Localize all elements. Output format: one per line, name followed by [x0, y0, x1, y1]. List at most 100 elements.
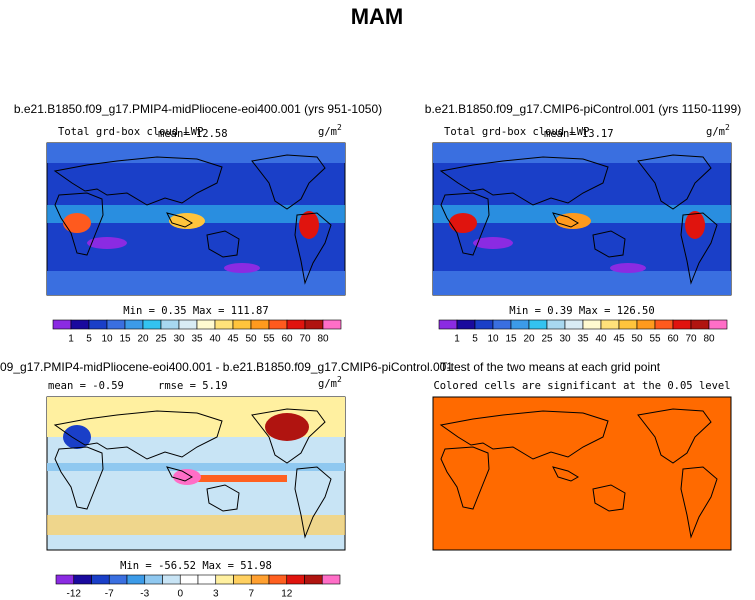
colorbar-label: 5: [86, 334, 92, 345]
field: [299, 211, 319, 239]
panel-case: b.e21.B1850.f09_g17.PMIP4-midPliocene-eo…: [14, 102, 382, 116]
panel-units: g/m2: [706, 123, 730, 139]
colorbar-box: [160, 319, 180, 330]
colorbar-box: [456, 319, 476, 330]
colorbar-box: [144, 574, 163, 585]
colorbar-label: 25: [541, 334, 553, 345]
colorbar-label: 50: [631, 334, 643, 345]
colorbar-box: [106, 319, 126, 330]
colorbar-label: 70: [685, 334, 697, 345]
colorbar-box: [321, 574, 341, 585]
colorbar-box: [708, 319, 728, 330]
colorbar-box: [286, 574, 305, 585]
colorbar-box: [178, 319, 198, 330]
units-power: 2: [725, 123, 730, 132]
colorbar-box: [126, 574, 146, 585]
colorbar-box: [672, 319, 692, 330]
colorbar-label: 20: [137, 334, 149, 345]
colorbar-label: 45: [227, 334, 239, 345]
panel-note: Colored cells are significant at the 0.0…: [433, 380, 730, 392]
colorbar-box: [70, 319, 90, 330]
field: [685, 211, 705, 239]
colorbar-box: [197, 574, 217, 585]
field: [433, 143, 731, 163]
colorbar-label: 7: [248, 589, 254, 600]
colorbar-label: 3: [213, 589, 219, 600]
colorbar-box: [304, 574, 323, 585]
panel-stats: Min = -56.52 Max = 51.98: [120, 560, 272, 572]
field: [433, 271, 731, 295]
colorbar-box: [268, 574, 288, 585]
colorbar-label: 35: [577, 334, 589, 345]
colorbar-box: [600, 319, 620, 330]
colorbar-label: 50: [245, 334, 257, 345]
colorbar-label: 60: [281, 334, 293, 345]
units-power: 2: [337, 375, 342, 384]
field: [87, 237, 127, 249]
units-power: 2: [337, 123, 342, 132]
colorbar-box: [690, 319, 710, 330]
colorbar-label: 15: [119, 334, 131, 345]
colorbar-box: [322, 319, 342, 330]
field: [449, 213, 477, 233]
units: g/m: [318, 126, 337, 138]
colorbar-label: 1: [68, 334, 74, 345]
colorbar-label: 40: [209, 334, 221, 345]
colorbar-box: [73, 574, 92, 585]
panel-units: g/m2: [318, 123, 342, 139]
colorbar-label: -7: [105, 589, 114, 600]
colorbar-label: 15: [505, 334, 517, 345]
colorbar-label: 10: [487, 334, 499, 345]
field: [473, 237, 513, 249]
colorbar-box: [179, 574, 199, 585]
colorbar: 1 5 10 15 20 25 30 35 40 45 50 55 60 70 80: [52, 319, 342, 345]
field: [47, 205, 345, 223]
panel-variable: Total grd-box cloud LWP: [58, 126, 203, 138]
panel-rmse: rmse = 5.19: [158, 380, 228, 392]
colorbar-label: 55: [263, 334, 275, 345]
colorbar-label: 30: [559, 334, 571, 345]
field: [433, 205, 731, 223]
field: [177, 475, 287, 482]
colorbar-label: 80: [317, 334, 329, 345]
panel-mean: mean= 12.58: [158, 128, 228, 140]
colorbar-box: [654, 319, 674, 330]
colorbar-box: [124, 319, 144, 330]
colorbar-box: [108, 574, 128, 585]
colorbar-box: [215, 574, 234, 585]
colorbar-box: [214, 319, 234, 330]
colorbar-label: 12: [281, 589, 293, 600]
panel-case: T-test of the two means at each grid poi…: [440, 360, 661, 374]
colorbar-label: 0: [177, 589, 183, 600]
colorbar-box: [304, 319, 324, 330]
colorbar-box: [162, 574, 181, 585]
field: [47, 143, 345, 163]
panel-case: 09_g17.PMIP4-midPliocene-eoi400.001 - b.…: [0, 360, 453, 374]
colorbar-box: [564, 319, 584, 330]
field: [47, 271, 345, 295]
colorbar-label: 35: [191, 334, 203, 345]
panel-mean: mean= 13.17: [544, 128, 614, 140]
colorbar: 1 5 10 15 20 25 30 35 40 45 50 55 60 70 80: [438, 319, 728, 345]
map: [432, 396, 732, 551]
units: g/m: [318, 378, 337, 390]
colorbar-box: [618, 319, 638, 330]
colorbar-label: 80: [703, 334, 715, 345]
figure-title: MAM: [351, 4, 404, 29]
colorbar-label: 40: [595, 334, 607, 345]
colorbar-label: 10: [101, 334, 113, 345]
colorbar-label: -3: [140, 589, 149, 600]
colorbar-box: [510, 319, 530, 330]
field: [63, 425, 91, 449]
panel-stats: Min = 0.39 Max = 126.50: [509, 305, 654, 317]
colorbar-box: [88, 319, 108, 330]
field: [63, 213, 91, 233]
colorbar-box: [286, 319, 306, 330]
colorbar-box: [233, 574, 252, 585]
field: [610, 263, 646, 273]
colorbar-box: [582, 319, 602, 330]
colorbar-box: [528, 319, 548, 330]
panel-mean: mean = -0.59: [48, 380, 124, 392]
colorbar-box: [268, 319, 288, 330]
